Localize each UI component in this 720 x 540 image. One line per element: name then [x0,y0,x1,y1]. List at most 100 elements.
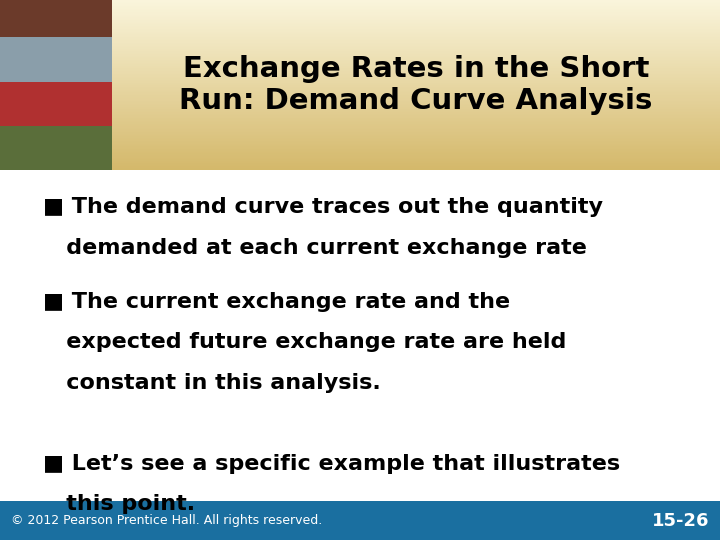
Bar [0,146,720,149]
Bar [0,81,720,84]
Bar [0,170,720,501]
Bar [0,108,720,111]
Bar [0,77,720,79]
Bar [0,155,720,157]
Bar [0,144,720,146]
Bar [0,138,720,140]
Bar [0,30,720,32]
Bar [0,153,720,156]
Bar [0,137,720,139]
Bar [0,110,720,112]
Bar [0,6,720,9]
Bar [0,133,720,136]
Bar [0,105,720,107]
Bar [0,8,720,10]
Bar [0,165,720,167]
Bar [0,63,720,65]
Bar [0,99,720,102]
Bar [0,135,720,138]
Text: 15-26: 15-26 [652,511,709,530]
Bar [0,69,720,71]
Bar [0,74,720,77]
Bar [0,114,720,116]
Bar [0,140,720,143]
Bar [0,501,720,540]
Bar [0,142,720,145]
Bar [0,125,720,127]
Bar [0,162,720,164]
Bar [0,139,720,141]
Bar [0,46,720,48]
Bar [0,101,720,104]
Bar [0,151,720,153]
Text: Exchange Rates in the Short: Exchange Rates in the Short [183,56,649,84]
Bar [0,1,720,3]
Bar [0,31,720,34]
Bar [0,37,720,39]
Bar [0,65,720,68]
Bar [0,85,720,88]
Text: © 2012 Pearson Prentice Hall. All rights reserved.: © 2012 Pearson Prentice Hall. All rights… [11,514,322,527]
Bar [0,145,720,147]
Bar [0,47,720,50]
Bar [0,166,720,168]
Bar [0,5,720,7]
Text: ■ The demand curve traces out the quantity: ■ The demand curve traces out the quanti… [43,197,603,217]
Bar [0,92,720,95]
Bar [0,58,720,61]
Bar [0,97,720,99]
Bar [0,60,720,62]
Bar [0,53,720,55]
Bar [0,27,720,30]
Bar [0,104,720,106]
Bar [0,91,720,93]
Bar [0,64,720,66]
Bar [0,83,720,85]
Bar [0,67,720,70]
Bar [0,128,720,130]
Bar [0,9,720,11]
Bar [0,163,720,166]
Bar [0,126,720,129]
Bar [0,33,720,36]
Bar [0,124,720,126]
Bar [0,44,720,47]
Bar [0,98,720,100]
Bar [0,126,112,170]
Bar [0,13,720,16]
Bar [0,115,720,118]
Bar [0,3,720,5]
Bar [0,70,720,72]
Bar [0,148,720,150]
Bar [0,117,720,119]
Text: expected future exchange rate are held: expected future exchange rate are held [43,332,567,352]
Bar [0,167,720,170]
Bar [0,29,720,31]
Bar [0,71,720,73]
Text: this point.: this point. [43,494,195,514]
Text: constant in this analysis.: constant in this analysis. [43,373,381,393]
Bar [0,40,720,43]
Bar [0,0,112,37]
Bar [0,87,720,89]
Bar [0,103,720,105]
Bar [0,84,720,86]
Bar [0,159,720,161]
Bar [0,112,720,115]
Bar [0,39,720,41]
Bar [0,12,720,14]
Bar [0,16,720,18]
Bar [0,15,720,17]
Bar [0,78,720,81]
Bar [0,36,720,38]
Bar [0,106,720,109]
Bar [0,90,720,92]
Bar [0,56,720,58]
Bar [0,2,720,4]
Bar [0,88,720,91]
Bar [0,158,720,160]
Bar [0,131,720,133]
Bar [0,42,720,44]
Bar [0,111,720,113]
Bar [0,35,720,37]
